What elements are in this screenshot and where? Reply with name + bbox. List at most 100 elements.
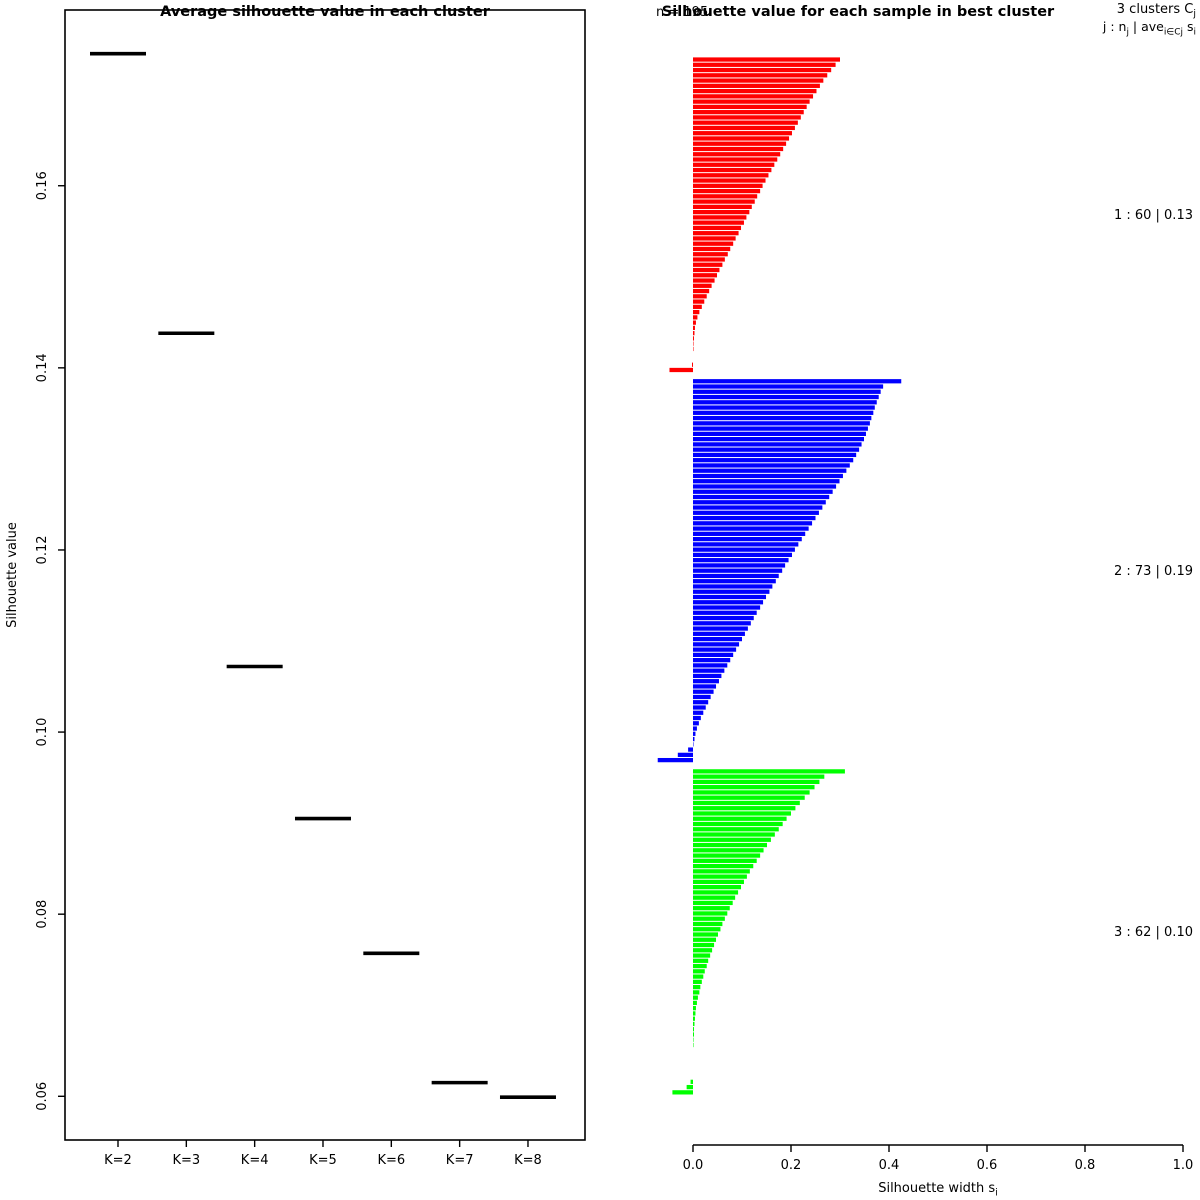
silhouette-bar-cluster-3: [693, 932, 718, 937]
silhouette-bar-cluster-1: [693, 273, 718, 278]
silhouette-bar-cluster-2: [693, 458, 854, 463]
silhouette-bar-cluster-1: [693, 162, 775, 167]
silhouette-bar-cluster-3: [693, 942, 715, 948]
silhouette-bar-cluster-2: [693, 394, 879, 400]
silhouette-bar-cluster-1: [693, 325, 695, 331]
left-y-tick-label: 0.06: [35, 1082, 50, 1111]
silhouette-bar-cluster-3: [690, 1079, 693, 1084]
right-x-tick-label: 1.0: [1173, 1158, 1194, 1173]
silhouette-bar-cluster-2: [693, 515, 816, 521]
silhouette-bar-cluster-1: [693, 315, 698, 320]
silhouette-bar-cluster-2: [693, 479, 840, 484]
silhouette-bar-cluster-1: [693, 231, 739, 236]
silhouette-bar-cluster-2: [693, 563, 786, 568]
silhouette-bar-cluster-2: [693, 615, 754, 621]
silhouette-bar-cluster-3: [693, 1016, 695, 1021]
left-y-tick-label: 0.14: [35, 353, 50, 382]
silhouette-bar-cluster-2: [693, 715, 701, 721]
silhouette-bar-cluster-3: [672, 1090, 693, 1095]
silhouette-bar-cluster-1: [693, 178, 766, 183]
silhouette-bar-cluster-1: [693, 99, 810, 104]
silhouette-bar-cluster-2: [693, 542, 799, 547]
silhouette-bar-cluster-2: [677, 752, 693, 757]
silhouette-bar-cluster-3: [693, 1027, 694, 1032]
silhouette-bar-cluster-1: [693, 257, 725, 262]
silhouette-bar-cluster-2: [693, 558, 789, 563]
right-x-tick-label: 0.8: [1075, 1158, 1096, 1173]
silhouette-bar-cluster-1: [693, 88, 817, 94]
left-y-tick-label: 0.10: [35, 718, 50, 747]
silhouette-bar-cluster-2: [693, 494, 830, 500]
right-x-tick-label: 0.4: [879, 1158, 900, 1173]
silhouette-bar-cluster-2: [693, 705, 706, 710]
silhouette-bar-cluster-2: [693, 415, 872, 421]
silhouette-bar-cluster-3: [693, 800, 800, 806]
right-x-tick-label: 0.6: [977, 1158, 998, 1173]
silhouette-bar-cluster-2: [693, 510, 819, 515]
silhouette-bar-cluster-3: [693, 958, 709, 963]
silhouette-bar-cluster-1: [693, 83, 820, 88]
silhouette-bar-cluster-2: [693, 405, 875, 410]
silhouette-bar-cluster-2: [693, 684, 717, 689]
silhouette-bar-cluster-2: [693, 384, 884, 389]
left-x-tick-label: K=6: [377, 1153, 405, 1168]
silhouette-bar-cluster-2: [693, 721, 699, 726]
silhouette-bar-cluster-3: [693, 832, 775, 837]
silhouette-bar-cluster-2: [693, 531, 806, 536]
silhouette-bar-cluster-1: [693, 104, 807, 110]
right-x-tick-label: 0.2: [781, 1158, 802, 1173]
silhouette-bar-cluster-3: [693, 842, 767, 848]
silhouette-bar-cluster-2: [693, 642, 740, 647]
silhouette-bar-cluster-2: [693, 468, 847, 473]
silhouette-bar-cluster-1: [693, 283, 712, 288]
silhouette-bar-cluster-3: [693, 900, 733, 906]
silhouette-bar-cluster-2: [693, 526, 809, 531]
silhouette-bar-cluster-1: [693, 215, 747, 220]
silhouette-bar-cluster-2: [693, 736, 695, 742]
silhouette-bar-cluster-2: [693, 463, 850, 468]
silhouette-bar-cluster-3: [693, 963, 707, 969]
silhouette-bar-cluster-3: [693, 790, 810, 795]
left-x-tick-label: K=4: [241, 1153, 269, 1168]
silhouette-bar-cluster-3: [693, 937, 717, 942]
right-x-tick-label: 0.0: [683, 1158, 704, 1173]
right-x-axis-label: Silhouette width si: [878, 1181, 998, 1199]
silhouette-bar-cluster-2: [693, 437, 865, 442]
silhouette-bar-cluster-3: [693, 990, 700, 995]
left-x-tick-label: K=7: [446, 1153, 474, 1168]
silhouette-bar-cluster-1: [693, 236, 736, 241]
silhouette-bar-cluster-3: [693, 779, 820, 785]
silhouette-bar-cluster-1: [693, 320, 696, 325]
silhouette-bar-cluster-1: [693, 278, 715, 283]
silhouette-bar-cluster-2: [693, 431, 866, 437]
silhouette-bar-cluster-3: [693, 927, 721, 932]
silhouette-bar-cluster-2: [693, 505, 823, 510]
silhouette-bar-cluster-1: [693, 199, 755, 204]
silhouette-bar-cluster-1: [693, 125, 795, 131]
silhouette-bar-cluster-1: [693, 294, 707, 299]
silhouette-bar-cluster-3: [693, 806, 796, 811]
silhouette-bar-cluster-3: [693, 1021, 695, 1027]
silhouette-bar-cluster-2: [693, 626, 748, 631]
silhouette-bar-cluster-3: [693, 911, 728, 916]
silhouette-bar-cluster-3: [693, 921, 723, 927]
silhouette-bar-cluster-1: [693, 167, 772, 173]
silhouette-bar-cluster-1: [693, 304, 702, 309]
silhouette-bar-cluster-2: [693, 389, 881, 394]
silhouette-bar-cluster-1: [693, 252, 728, 257]
silhouette-bar-cluster-2: [693, 426, 868, 431]
silhouette-bar-cluster-1: [693, 241, 734, 246]
avg-silhouette-chart: Average silhouette value in each cluster…: [5, 4, 586, 1168]
silhouette-bar-cluster-1: [693, 309, 700, 315]
silhouette-bar-cluster-3: [693, 1006, 696, 1011]
silhouette-bar-cluster-2: [693, 658, 731, 663]
silhouette-bar-cluster-2: [693, 447, 860, 452]
silhouette-bar-cluster-2: [693, 621, 751, 626]
silhouette-bar-cluster-2: [693, 647, 737, 652]
silhouette-bar-cluster-3: [693, 785, 815, 790]
silhouette-bar-cluster-2: [693, 731, 696, 736]
silhouette-bar-cluster-1: [693, 299, 705, 304]
silhouette-bar-cluster-1: [693, 120, 798, 125]
silhouette-bar-cluster-3: [693, 853, 761, 858]
